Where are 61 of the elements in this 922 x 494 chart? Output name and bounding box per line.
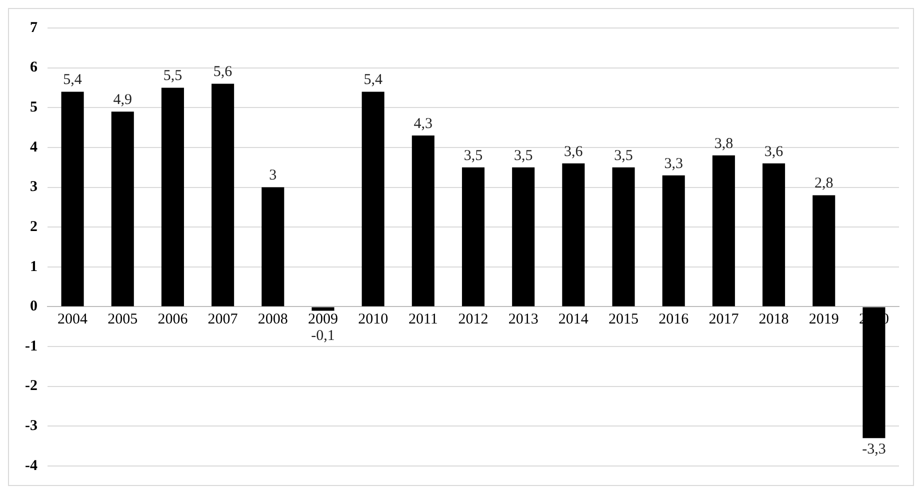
x-tick-label: 2008 — [258, 312, 288, 328]
bar — [111, 112, 134, 306]
bar — [662, 175, 685, 306]
bar — [312, 307, 334, 311]
data-label: 3,3 — [664, 156, 683, 172]
x-tick-label: 2012 — [458, 312, 488, 328]
x-tick-label: 2016 — [658, 312, 690, 328]
bar — [762, 163, 786, 306]
bar — [462, 167, 485, 306]
data-label: 2,8 — [814, 176, 834, 192]
data-label: 3,5 — [464, 148, 483, 164]
bar — [212, 84, 234, 306]
bar — [812, 195, 836, 306]
x-tick-label: 2009 — [308, 312, 338, 328]
bar — [512, 167, 535, 306]
data-label: 5,4 — [364, 72, 383, 88]
y-tick-label: 4 — [30, 139, 38, 156]
data-label: 3,6 — [764, 144, 784, 160]
y-tick-label: 7 — [30, 20, 38, 36]
y-tick-label: 2 — [30, 218, 38, 235]
bar — [61, 92, 84, 306]
y-tick-label: 0 — [30, 298, 38, 315]
y-tick-label: -4 — [24, 458, 38, 474]
y-tick-label: 3 — [30, 179, 38, 196]
x-tick-label: 2019 — [808, 312, 839, 328]
bar — [562, 163, 585, 306]
data-label: 4,3 — [414, 116, 433, 132]
data-label: -3,3 — [862, 442, 886, 458]
x-tick-label: 2018 — [758, 312, 789, 328]
x-tick-label: 2005 — [108, 312, 138, 328]
x-tick-label: 2011 — [408, 312, 438, 328]
x-tick-label: 2015 — [608, 312, 639, 328]
bar — [612, 167, 635, 306]
data-label: 5,6 — [213, 64, 233, 80]
bar — [262, 187, 284, 306]
x-tick-label: 2013 — [508, 312, 538, 328]
bar — [712, 155, 735, 306]
data-label: 3,5 — [514, 148, 533, 164]
data-label: 3,6 — [564, 144, 584, 160]
y-tick-label: -2 — [24, 378, 38, 394]
data-label: 3,5 — [614, 148, 633, 164]
data-label: 3 — [269, 168, 277, 184]
y-tick-label: 6 — [30, 60, 38, 76]
data-label: -0,1 — [311, 328, 335, 344]
y-tick-label: 1 — [30, 258, 38, 275]
x-tick-label: 2006 — [158, 312, 188, 328]
data-label: 3,8 — [714, 136, 734, 152]
y-tick-label: -1 — [24, 338, 38, 354]
data-label: 5,4 — [63, 72, 82, 88]
x-tick-label: 2010 — [358, 312, 388, 328]
bar — [362, 92, 384, 306]
x-tick-label: 2007 — [208, 312, 238, 328]
bar — [412, 136, 434, 306]
x-tick-label: 2004 — [58, 312, 88, 328]
data-label: 5,5 — [163, 68, 182, 84]
bar — [161, 88, 184, 306]
y-tick-label: 5 — [30, 100, 38, 116]
x-tick-label: 2014 — [558, 312, 589, 328]
x-tick-label: 2017 — [708, 312, 740, 328]
data-label: 4,9 — [113, 92, 132, 108]
y-tick-label: -3 — [24, 418, 38, 434]
